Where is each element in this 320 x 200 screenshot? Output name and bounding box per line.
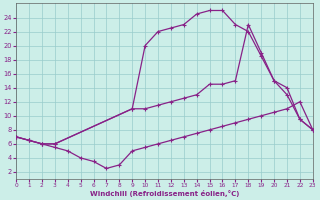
X-axis label: Windchill (Refroidissement éolien,°C): Windchill (Refroidissement éolien,°C) xyxy=(90,190,239,197)
